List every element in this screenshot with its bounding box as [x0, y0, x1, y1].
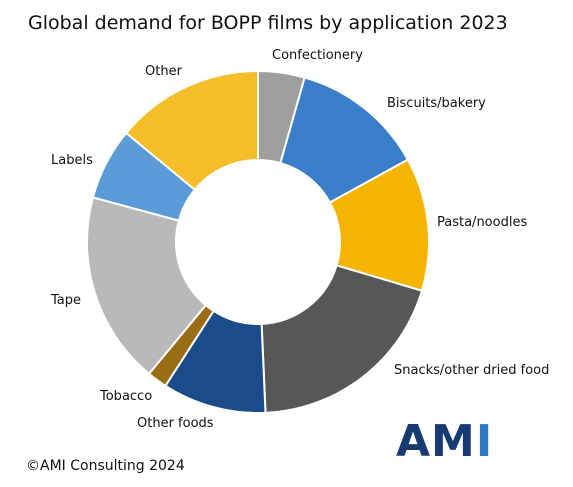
chart-title: Global demand for BOPP films by applicat…	[28, 12, 508, 34]
label-tape: Tape	[50, 293, 81, 308]
label-confectionery: Confectionery	[272, 48, 363, 63]
label-labels: Labels	[51, 153, 93, 168]
label-tobacco: Tobacco	[99, 389, 152, 404]
label-snacks-other-dried-food: Snacks/other dried food	[394, 363, 549, 378]
ami-logo: AMI	[396, 416, 494, 467]
slice-tape	[86, 196, 208, 376]
label-other-foods: Other foods	[137, 416, 214, 431]
label-biscuits-bakery: Biscuits/bakery	[387, 96, 486, 111]
slice-snacks-other-dried-food	[260, 264, 424, 414]
slice-other	[124, 69, 259, 192]
label-other: Other	[145, 64, 183, 79]
copyright-text: ©AMI Consulting 2024	[26, 458, 185, 474]
label-pasta-noodles: Pasta/noodles	[437, 215, 527, 230]
